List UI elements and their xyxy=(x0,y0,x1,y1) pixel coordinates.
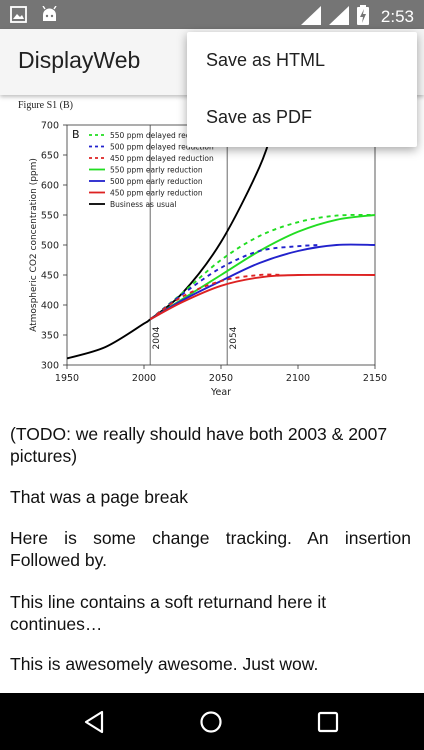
status-bar: 2:53 xyxy=(0,0,424,29)
wifi-signal-icon xyxy=(300,5,321,29)
paragraph-change-tracking: Here is some change tracking. An inserti… xyxy=(10,528,411,570)
overflow-menu: Save as HTML Save as PDF xyxy=(187,32,417,147)
y-tick-label: 650 xyxy=(41,151,59,162)
figure-caption: Figure S1 (B) xyxy=(18,100,73,111)
legend-label: 550 ppm delayed reduction xyxy=(110,131,214,140)
legend-label: 500 ppm delayed reduction xyxy=(110,143,214,152)
y-axis-label: Atmospheric CO2 concentration (ppm) xyxy=(29,158,39,332)
battery-charging-icon xyxy=(356,5,369,29)
panel-label: B xyxy=(72,128,80,141)
legend-label: 550 ppm early reduction xyxy=(110,166,203,175)
paragraph-soft-return: This line contains a soft returnand here… xyxy=(10,592,327,634)
menu-item-save-html[interactable]: Save as HTML xyxy=(206,50,326,70)
menu-item-save-pdf[interactable]: Save as PDF xyxy=(206,107,313,127)
x-tick-label: 2000 xyxy=(132,373,156,384)
series-line-500-ppm-early-reduction xyxy=(149,243,375,321)
paragraph-todo: (TODO: we really should have both 2003 &… xyxy=(10,424,388,466)
x-tick-label: 2100 xyxy=(286,373,310,384)
y-tick-label: 600 xyxy=(41,181,59,192)
y-tick-label: 550 xyxy=(41,211,59,222)
y-tick-label: 350 xyxy=(41,331,59,342)
series-line-550-ppm-early-reduction xyxy=(149,214,375,321)
home-button[interactable] xyxy=(198,709,224,735)
web-content[interactable]: Figure S1 (B) 1950 2000 2050 2100 2150 300 350… xyxy=(0,95,424,693)
series-line-500-ppm-delayed-reduction xyxy=(149,244,322,321)
paragraph-awesome: This is awesomely awesome. Just wow. xyxy=(10,654,319,674)
status-time: 2:53 xyxy=(380,7,414,26)
recents-button[interactable] xyxy=(315,709,341,735)
cell-signal-icon xyxy=(328,5,349,29)
android-notification-icon xyxy=(41,5,58,27)
x-tick-label: 2050 xyxy=(209,373,233,384)
y-tick-label: 500 xyxy=(41,241,59,252)
vline-label: 2004 xyxy=(152,326,162,349)
y-tick-label: 300 xyxy=(41,361,59,372)
y-tick-label: 700 xyxy=(41,121,59,132)
vline-label: 2054 xyxy=(229,326,239,349)
legend-label: 450 ppm early reduction xyxy=(110,189,203,198)
legend-label: 500 ppm early reduction xyxy=(110,177,203,186)
series-line-450-ppm-delayed-reduction xyxy=(149,273,283,321)
legend-label: 450 ppm delayed reduction xyxy=(110,154,214,163)
series-line-450-ppm-early-reduction xyxy=(149,273,375,321)
navigation-bar xyxy=(0,693,424,750)
series-line-550-ppm-delayed-reduction xyxy=(149,213,375,321)
x-axis-label: Year xyxy=(210,387,231,398)
legend-label: Business as usual xyxy=(110,200,176,209)
y-tick-label: 450 xyxy=(41,271,59,282)
y-tick-label: 400 xyxy=(41,301,59,312)
co2-chart-figure: Figure S1 (B) 1950 2000 2050 2100 2150 300 350… xyxy=(18,100,387,398)
x-tick-label: 2150 xyxy=(363,373,387,384)
app-title: DisplayWeb xyxy=(18,47,141,73)
x-tick-label: 1950 xyxy=(55,373,79,384)
back-button[interactable] xyxy=(82,709,108,735)
image-notification-icon xyxy=(10,6,27,27)
paragraph-page-break: That was a page break xyxy=(10,487,189,507)
